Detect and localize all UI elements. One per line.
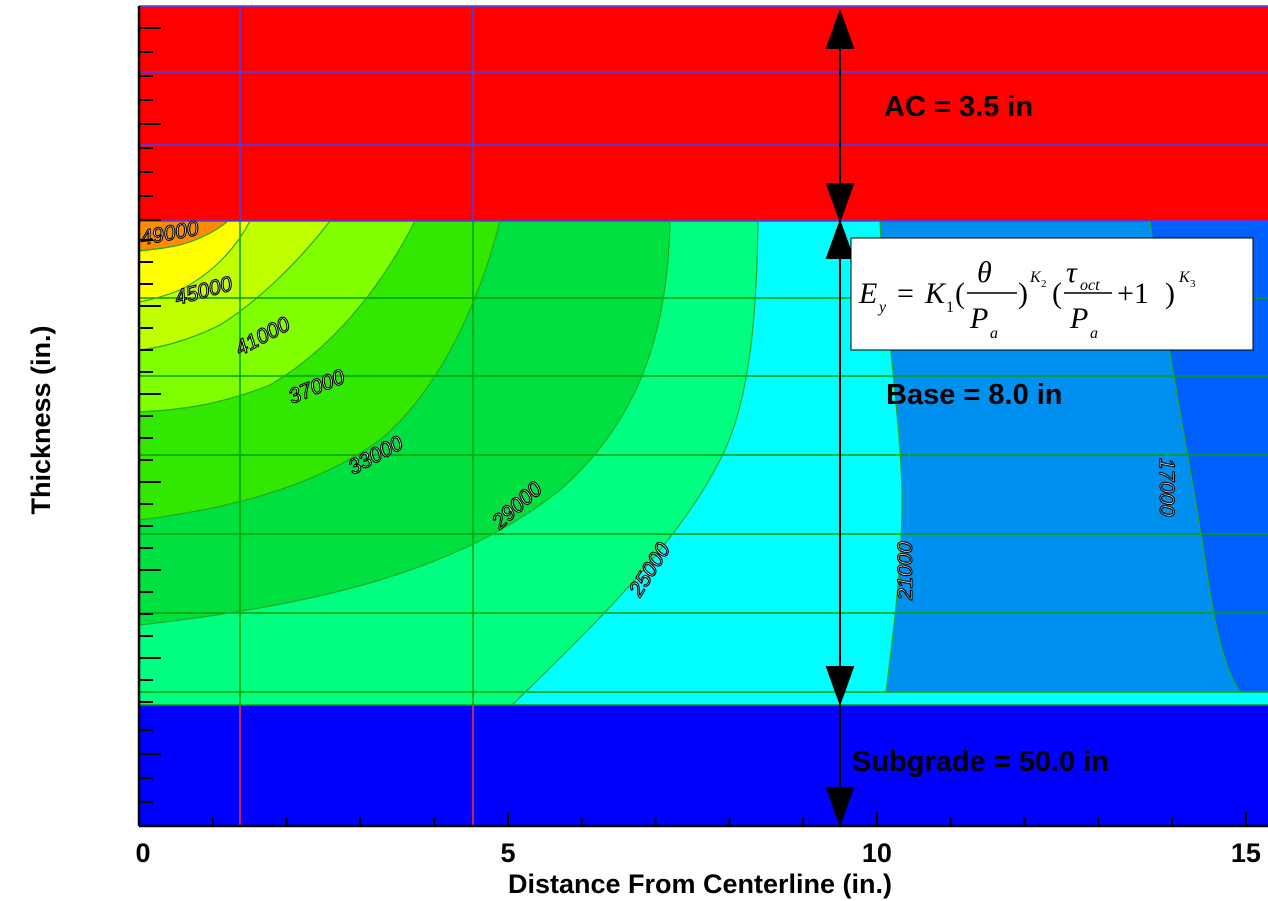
arrowhead-ac-bottom [825, 183, 855, 223]
x-axis-ticks [138, 812, 1247, 826]
eq-equals: = [897, 277, 914, 310]
x-tick-label: 0 [135, 838, 150, 868]
x-tick-label: 10 [862, 838, 892, 868]
contour-line-49000 [139, 221, 229, 252]
eq-tau: τ [1066, 256, 1078, 289]
subgrade-layer-label: Subgrade = 50.0 in [852, 746, 1109, 778]
eq-K3: K [1178, 269, 1191, 286]
eq-paren-open-2: ( [1052, 277, 1062, 310]
eq-plus-one: +1 [1117, 277, 1149, 310]
x-axis-tick-labels: 0 5 10 15 [135, 838, 1260, 868]
contour-line-25000 [511, 221, 759, 705]
eq-Pa-1: P [969, 302, 988, 335]
eq-K2-sub: 2 [1041, 278, 1047, 290]
contour-lines [139, 221, 1241, 705]
eq-theta: θ [977, 256, 992, 289]
arrowhead-ac-top [825, 9, 855, 49]
base-grid [139, 221, 1268, 706]
arrowhead-subgrade-bottom [825, 787, 855, 827]
ac-layer [139, 6, 1268, 221]
x-tick-label: 5 [500, 838, 515, 868]
subgrade-layer [139, 705, 1268, 826]
subgrade-grid [239, 705, 474, 826]
equation-background [850, 237, 1254, 351]
eq-E: E [858, 277, 877, 310]
eq-Pa-2-sub: a [1090, 325, 1098, 342]
ac-layer-label: AC = 3.5 in [884, 91, 1033, 123]
contour-line-29000 [139, 221, 671, 626]
y-axis-ticks [139, 27, 161, 803]
eq-paren-close-2: ) [1165, 277, 1175, 310]
eq-K1: K [924, 277, 947, 310]
eq-paren-open-1: ( [955, 277, 965, 310]
ac-grid [139, 5, 1268, 222]
y-axis-title: Thickness (in.) [26, 325, 56, 514]
eq-tau-sub: oct [1080, 277, 1100, 294]
contour-fill-group [139, 221, 1268, 705]
dimension-arrows [825, 9, 855, 827]
base-layer-label: Base = 8.0 in [886, 379, 1063, 411]
eq-K3-sub: 3 [1190, 278, 1196, 290]
contour-line-37000 [139, 221, 416, 413]
arrowhead-base-bottom [825, 666, 855, 706]
contour-label-21000: 21000 [894, 541, 917, 601]
contour-line-41000 [139, 221, 331, 351]
arrowhead-base-top [825, 219, 855, 259]
eq-Pa-1-sub: a [990, 325, 998, 342]
eq-K2: K [1029, 269, 1042, 286]
contour-line-45000 [139, 221, 251, 303]
eq-K1-sub: 1 [946, 299, 954, 316]
x-tick-label: 15 [1231, 838, 1261, 868]
eq-Pa-2: P [1069, 302, 1088, 335]
contour-line-33000 [139, 221, 501, 521]
eq-paren-close-1: ) [1018, 277, 1028, 310]
contour-label-17000: 17000 [1155, 458, 1178, 517]
axes: 0 5 10 15 [135, 6, 1268, 868]
grid-lines [139, 5, 1268, 826]
equation-box: E y = K 1 ( θ P a ) K 2 ( τ oct P a +1 )… [850, 237, 1254, 351]
eq-E-sub: y [877, 299, 887, 316]
contour-region-49000 [139, 221, 228, 251]
x-axis-title: Distance From Centerline (in.) [508, 869, 892, 899]
